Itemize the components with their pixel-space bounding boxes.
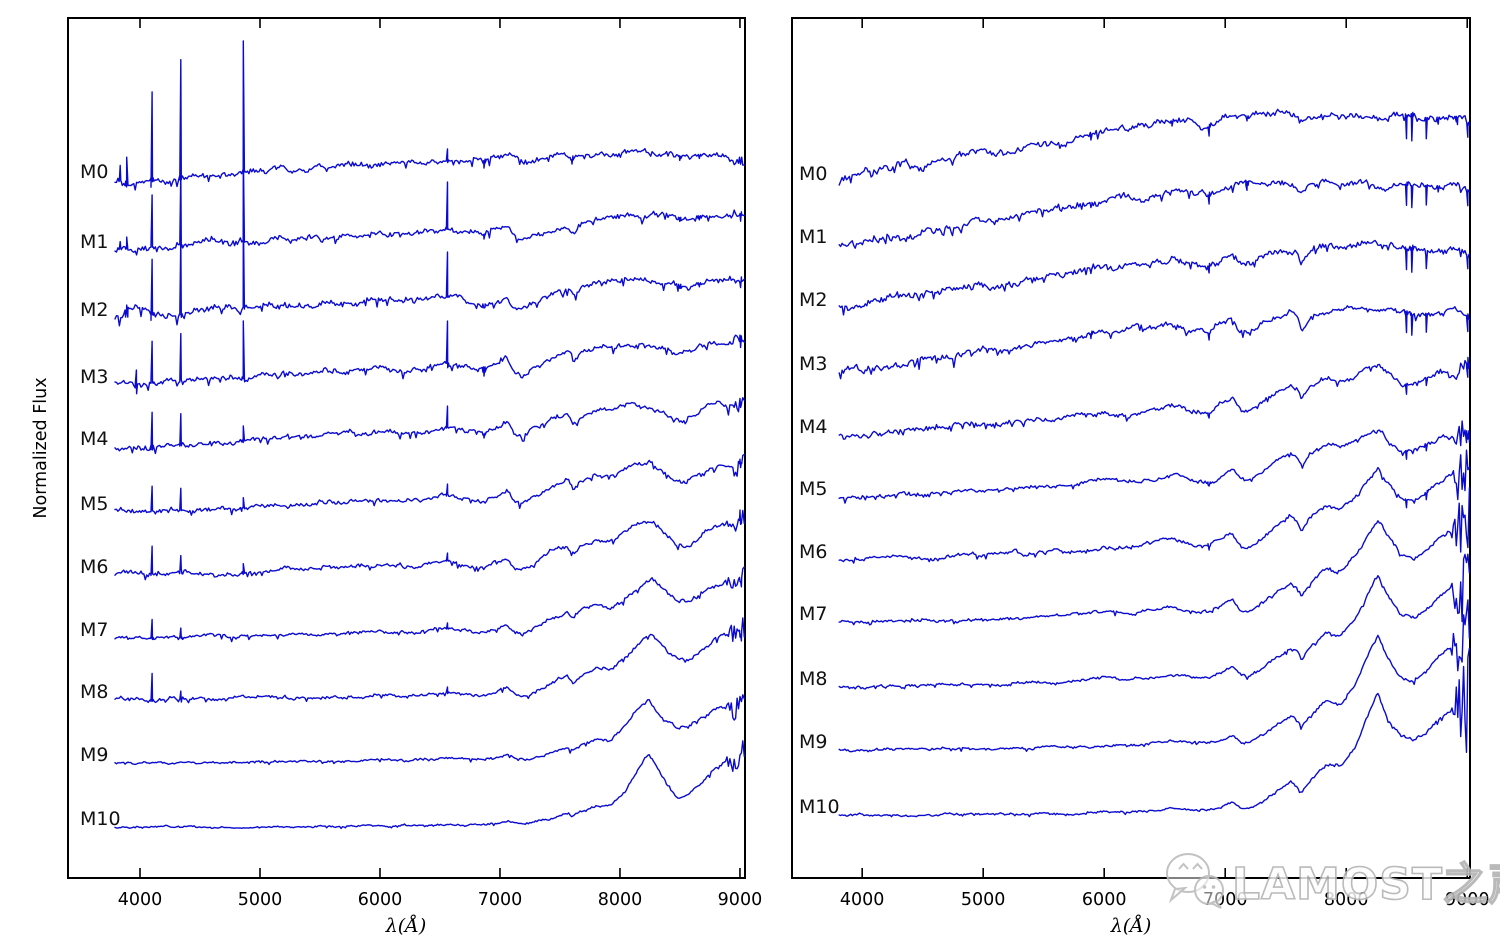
spectrum-label-left-M8: M8 xyxy=(80,681,108,703)
spectrum-line-left-M8 xyxy=(114,617,745,704)
spectrum-label-left-M0: M0 xyxy=(80,161,108,183)
spectrum-label-right-M2: M2 xyxy=(799,289,827,311)
spectrum-label-left-M5: M5 xyxy=(80,493,108,515)
spectrum-label-left-M4: M4 xyxy=(80,428,108,450)
x-tick-label: 5000 xyxy=(238,890,283,910)
x-tick-label: 4000 xyxy=(118,890,163,910)
spectrum-label-left-M3: M3 xyxy=(80,366,108,388)
spectrum-line-right-M8 xyxy=(838,553,1471,690)
panel-border-left xyxy=(67,17,746,879)
spectrum-label-right-M1: M1 xyxy=(799,226,827,248)
spectrum-line-right-M7 xyxy=(838,487,1471,626)
spectrum-label-right-M3: M3 xyxy=(799,353,827,375)
x-tick-label: 9000 xyxy=(1445,890,1490,910)
spectrum-line-left-M1 xyxy=(114,150,745,256)
spectrum-label-right-M4: M4 xyxy=(799,416,827,438)
x-tick-label: 9000 xyxy=(718,890,763,910)
x-tick-label: 8000 xyxy=(1324,890,1369,910)
spectrum-line-left-M2 xyxy=(114,212,745,327)
x-axis-label-right: λ(Å) xyxy=(1110,915,1152,937)
x-tick-label: 6000 xyxy=(358,890,403,910)
spectrum-line-right-M9 xyxy=(838,599,1471,753)
spectrum-label-left-M7: M7 xyxy=(80,619,108,641)
spectrum-line-right-M0 xyxy=(838,108,1471,186)
spectrum-line-left-M0 xyxy=(114,40,745,191)
spectrum-label-right-M6: M6 xyxy=(799,541,827,563)
spectrum-line-right-M3 xyxy=(838,305,1471,380)
spectrum-line-right-M2 xyxy=(838,239,1471,316)
spectrum-label-left-M10: M10 xyxy=(80,808,121,830)
x-axis-label-left: λ(Å) xyxy=(385,915,427,937)
x-tick-label: 5000 xyxy=(961,890,1006,910)
x-tick-label: 6000 xyxy=(1082,890,1127,910)
spectrum-label-right-M7: M7 xyxy=(799,603,827,625)
spectrum-label-right-M5: M5 xyxy=(799,478,827,500)
spectrum-line-right-M1 xyxy=(838,178,1471,249)
x-tick-label: 4000 xyxy=(840,890,885,910)
spectrum-line-left-M10 xyxy=(114,740,745,830)
spectrum-label-right-M10: M10 xyxy=(799,796,840,818)
spectrum-line-right-M10 xyxy=(838,647,1471,818)
spectrum-label-right-M8: M8 xyxy=(799,668,827,690)
x-tick-label: 7000 xyxy=(478,890,523,910)
y-axis-label: Normalized Flux xyxy=(31,377,51,518)
spectrum-line-left-M4 xyxy=(114,397,745,455)
spectrum-line-left-M5 xyxy=(114,453,745,516)
spectrum-label-right-M9: M9 xyxy=(799,731,827,753)
spectrum-line-right-M6 xyxy=(838,449,1471,564)
spectrum-line-left-M3 xyxy=(114,320,745,395)
spectrum-label-left-M9: M9 xyxy=(80,744,108,766)
spectrum-label-left-M1: M1 xyxy=(80,231,108,253)
spectrum-line-right-M4 xyxy=(838,356,1471,440)
spectrum-line-left-M7 xyxy=(114,566,745,643)
spectrum-line-left-M9 xyxy=(114,694,745,766)
spectrum-line-left-M6 xyxy=(114,509,745,581)
spectrum-line-right-M5 xyxy=(838,420,1471,504)
spectrum-label-left-M2: M2 xyxy=(80,299,108,321)
panel-border-right xyxy=(791,17,1471,879)
x-tick-label: 8000 xyxy=(598,890,643,910)
spectrum-label-right-M0: M0 xyxy=(799,163,827,185)
spectrum-label-left-M6: M6 xyxy=(80,556,108,578)
x-tick-label: 7000 xyxy=(1203,890,1248,910)
